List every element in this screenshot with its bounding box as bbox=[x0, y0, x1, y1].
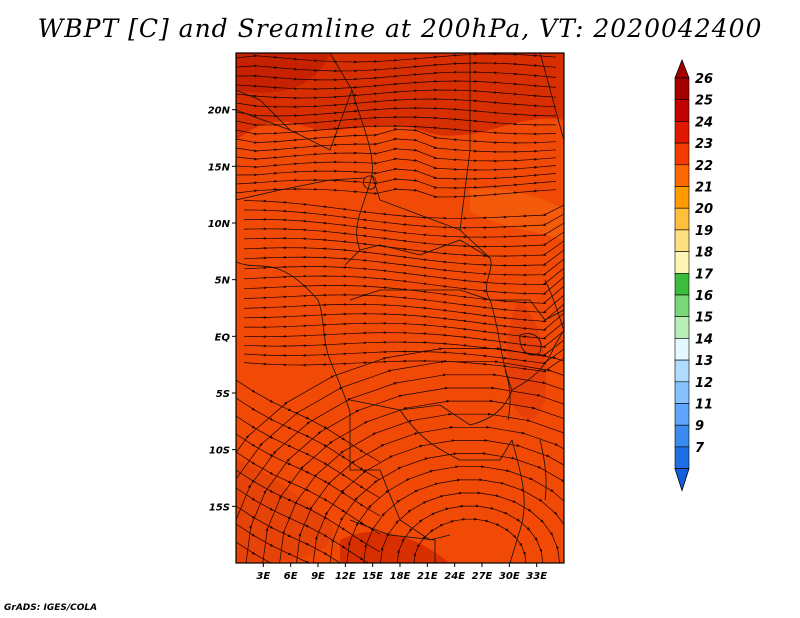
border-car bbox=[359, 239, 491, 259]
colorbar-label: 16 bbox=[695, 289, 713, 304]
colorbar-segment bbox=[674, 424, 690, 448]
country-borders bbox=[236, 53, 564, 563]
streamline bbox=[236, 53, 557, 64]
border-tanzania bbox=[511, 329, 564, 391]
lat-tick-label: 20N bbox=[208, 106, 231, 117]
colorbar-label: 20 bbox=[695, 202, 713, 217]
colorbar-segment bbox=[674, 381, 690, 404]
colorbar-label: 25 bbox=[695, 94, 713, 109]
lon-tick-label: 24E bbox=[444, 571, 465, 582]
colorbar-label: 15 bbox=[695, 311, 713, 326]
colorbar-label: 13 bbox=[695, 354, 713, 369]
colorbar-label: 17 bbox=[695, 267, 714, 282]
lon-tick-label: 18E bbox=[390, 571, 411, 582]
streamline bbox=[236, 79, 557, 91]
colorbar-label: 11 bbox=[695, 398, 713, 413]
wbpt-shading bbox=[236, 53, 564, 563]
streamline bbox=[236, 347, 564, 521]
colorbar: 26 25 24 23 22 21 20 19 18 17 16 15 14 13 12 11 9 7 bbox=[674, 58, 714, 492]
colorbar-top-arrow bbox=[674, 58, 690, 79]
streamline bbox=[236, 187, 557, 199]
map-title: WBPT [C] and Sreamline at 200hPa, VT: 20… bbox=[37, 14, 763, 43]
plot-area: 20N 15N 10N 5N EQ 5S 10S 15S 3E 6E 9E 12E 15E 18E 21E… bbox=[208, 52, 565, 582]
colorbar-segment bbox=[674, 316, 690, 339]
lat-tick-label: 10N bbox=[208, 219, 231, 230]
colorbar-segment bbox=[674, 207, 690, 231]
colorbar-label: 22 bbox=[695, 159, 713, 174]
colorbar-label: 7 bbox=[695, 441, 705, 456]
lat-tick-label: EQ bbox=[215, 332, 231, 343]
lon-tick-label: 33E bbox=[526, 571, 547, 582]
coastline-red-sea bbox=[539, 53, 564, 141]
colorbar-segment bbox=[674, 251, 690, 274]
colorbar-segment bbox=[674, 99, 690, 122]
colorbar-segment bbox=[674, 229, 690, 252]
colorbar-label: 24 bbox=[695, 115, 713, 130]
lon-tick-label: 21E bbox=[417, 571, 438, 582]
border-mozambique bbox=[509, 439, 525, 563]
coastline-west bbox=[236, 261, 351, 413]
lake-victoria bbox=[519, 333, 542, 356]
border-nigeria-niger bbox=[236, 177, 366, 201]
lake-chad bbox=[363, 175, 377, 190]
streamline bbox=[236, 61, 557, 73]
colorbar-segment bbox=[674, 272, 690, 296]
border-namibia bbox=[349, 519, 436, 563]
colorbar-label: 9 bbox=[695, 419, 704, 434]
border-drc bbox=[349, 289, 513, 426]
streamline bbox=[236, 541, 364, 563]
lat-tick-label: 15S bbox=[209, 502, 230, 513]
colorbar-bottom-arrow bbox=[674, 468, 690, 492]
border-zambia bbox=[399, 409, 513, 461]
colorbar-label: 19 bbox=[695, 224, 713, 239]
streamlines bbox=[236, 53, 564, 563]
colorbar-segment bbox=[674, 446, 690, 469]
colorbar-segment bbox=[674, 121, 690, 144]
streamline bbox=[236, 177, 557, 190]
colorbar-segment bbox=[674, 338, 690, 361]
longitude-axis: 3E 6E 9E 12E 15E 18E 21E 24E 27E 30E 33E bbox=[256, 563, 547, 582]
colorbar-segment bbox=[674, 359, 690, 383]
lat-tick-label: 5S bbox=[216, 389, 230, 400]
lon-tick-label: 15E bbox=[362, 571, 383, 582]
streamline bbox=[236, 115, 556, 127]
grads-credit: GrADS: IGES/COLA bbox=[4, 603, 98, 613]
colorbar-segment bbox=[674, 164, 690, 187]
border-mali-algeria bbox=[236, 89, 291, 131]
colorbar-segment bbox=[674, 77, 690, 101]
lon-tick-label: 12E bbox=[335, 571, 356, 582]
lake-tanganyika bbox=[504, 369, 511, 421]
lat-tick-label: 15N bbox=[208, 162, 231, 173]
lon-tick-label: 27E bbox=[472, 571, 493, 582]
border-algeria-niger bbox=[236, 89, 353, 151]
colorbar-segment bbox=[674, 186, 690, 209]
colorbar-label: 18 bbox=[695, 246, 713, 261]
border-kenya bbox=[529, 299, 564, 321]
colorbar-label: 12 bbox=[695, 376, 713, 391]
lon-tick-label: 6E bbox=[284, 571, 298, 582]
latitude-axis: 20N 15N 10N 5N EQ 5S 10S 15S bbox=[208, 106, 236, 513]
colorbar-label: 14 bbox=[695, 332, 713, 347]
colorbar-label: 23 bbox=[695, 137, 713, 152]
border-chad-cameroon bbox=[344, 174, 373, 266]
lat-tick-label: 5N bbox=[215, 276, 231, 287]
colorbar-segment bbox=[674, 294, 690, 318]
lake-malawi bbox=[539, 439, 547, 501]
lon-tick-label: 3E bbox=[256, 571, 270, 582]
lon-tick-label: 9E bbox=[311, 571, 325, 582]
coastline-east bbox=[544, 279, 564, 331]
lon-tick-label: 30E bbox=[499, 571, 520, 582]
border-sudan bbox=[329, 53, 471, 231]
colorbar-label: 21 bbox=[695, 181, 713, 196]
streamline bbox=[236, 70, 557, 82]
colorbar-label: 26 bbox=[695, 72, 713, 87]
lat-tick-label: 10S bbox=[209, 446, 230, 457]
colorbar-segment bbox=[674, 403, 690, 426]
border-angola bbox=[349, 412, 451, 541]
streamline bbox=[236, 167, 557, 181]
colorbar-segment bbox=[674, 142, 690, 166]
